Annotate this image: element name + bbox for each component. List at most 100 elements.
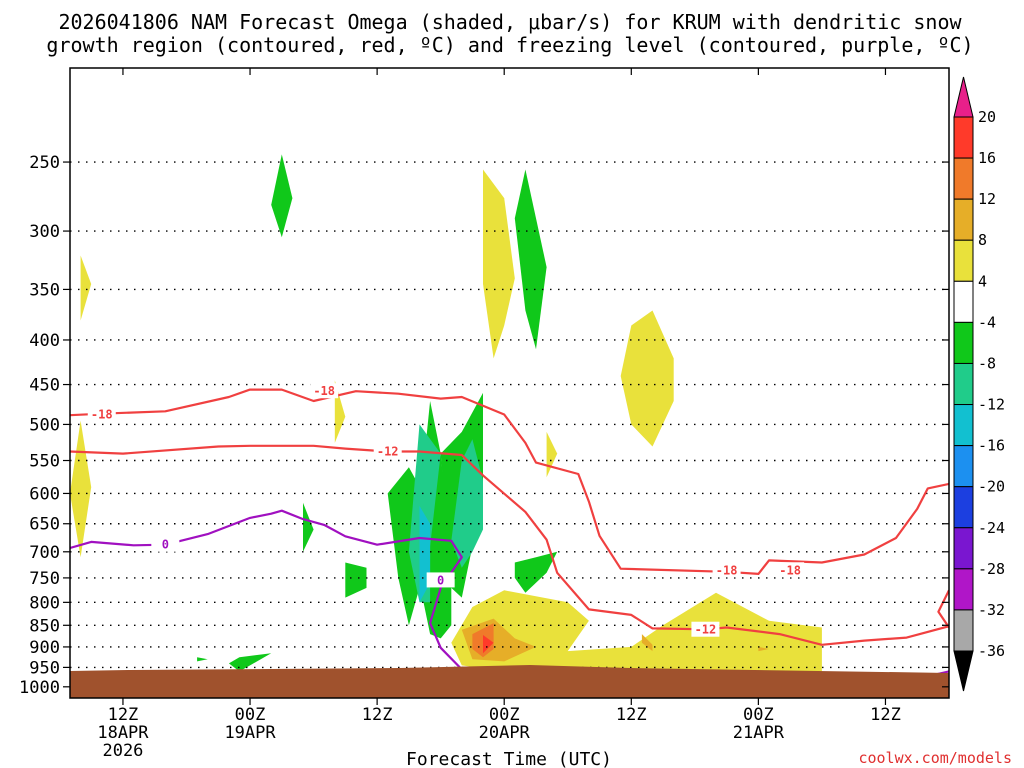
y-axis: 2503003504004505005506006507007508008509…: [19, 153, 949, 698]
omega-region-0: [271, 154, 293, 238]
omega-region-2: [514, 169, 547, 350]
omega-region-8: [303, 502, 314, 552]
contour-label-0: 0: [437, 573, 444, 587]
chart-title-line-1: 2026041806 NAM Forecast Omega (shaded, μ…: [58, 10, 962, 34]
colorbar-label: -32: [978, 601, 1005, 619]
x-tick-label: 20APR: [479, 723, 531, 743]
contour-label-bg: [776, 562, 805, 578]
y-tick-label: 800: [29, 593, 60, 613]
plot-frame: [69, 67, 950, 699]
omega-region-17: [641, 634, 653, 652]
colorbar-label: -24: [978, 519, 1005, 537]
ground-layer: [70, 665, 949, 698]
y-tick-label: 900: [29, 638, 60, 658]
omega-region-9: [345, 562, 367, 598]
y-tick-label: 350: [29, 280, 60, 300]
x-tick-label: 12Z: [616, 705, 647, 725]
x-axis-title: Forecast Time (UTC): [406, 749, 612, 768]
omega-region-13: [451, 590, 822, 678]
contour-label--18: -18: [91, 407, 113, 421]
colorbar-label: 16: [978, 149, 996, 167]
colorbar-bin: [953, 486, 974, 529]
x-tick-label: 2026: [102, 741, 143, 761]
contour-label--12: -12: [695, 623, 717, 637]
y-tick-label: 600: [29, 484, 60, 504]
x-tick-label: 12Z: [870, 705, 901, 725]
contour-label-bg: [712, 562, 741, 578]
colorbar-bin: [953, 568, 974, 611]
y-tick-label: 750: [29, 569, 60, 589]
contour-label-bg: [310, 383, 339, 399]
ground-fill: [70, 665, 949, 698]
y-tick-label: 1000: [19, 678, 60, 698]
colorbar-bin: [953, 527, 974, 570]
colorbar-bin: [953, 157, 974, 200]
y-tick-label: 850: [29, 616, 60, 636]
omega-region-11: [197, 657, 208, 662]
colorbar-label: 4: [978, 272, 987, 290]
colorbar-bottom-arrow: [953, 650, 974, 692]
credit-text: coolwx.com/models: [858, 749, 1012, 767]
omega-region-3: [80, 255, 92, 321]
contour--18-0: [70, 388, 949, 576]
y-tick-label: 400: [29, 331, 60, 351]
colorbar-bin: [953, 362, 974, 406]
x-tick-label: 12Z: [362, 705, 393, 725]
x-tick-label: 21APR: [733, 723, 785, 743]
omega-region-4: [70, 420, 92, 558]
omega-region-1: [483, 169, 515, 359]
omega-region-22: [451, 439, 483, 568]
colorbar-bin: [953, 198, 974, 241]
contour-label-bg: [691, 621, 720, 637]
contour-label-bg: [151, 536, 180, 552]
y-tick-label: 950: [29, 658, 60, 678]
omega-shading: [70, 154, 822, 678]
y-tick-label: 450: [29, 376, 60, 396]
x-tick-label: 19APR: [224, 723, 276, 743]
x-tick-label: 00Z: [743, 705, 774, 725]
contour-label-bg: [87, 406, 116, 422]
contour-label-0: 0: [162, 538, 169, 552]
contour-label--12: -12: [377, 444, 399, 458]
contour-label-bg: [373, 443, 402, 459]
contour--12-2: [70, 444, 949, 646]
contour-label--18: -18: [716, 563, 738, 577]
omega-region-23: [408, 424, 441, 603]
y-tick-label: 650: [29, 515, 60, 535]
colorbar-label: -12: [978, 396, 1005, 414]
omega-region-18: [758, 646, 769, 652]
contour--18-1: [937, 589, 949, 629]
contour-label--18: -18: [313, 384, 335, 398]
omega-region-6: [620, 310, 674, 447]
y-tick-label: 500: [29, 415, 60, 435]
x-tick-label: 00Z: [235, 705, 266, 725]
colorbar: 20 16 12 8 4 -4 -8 -12 -16 -20 -24 -28 -32 -36: [953, 76, 1005, 692]
colorbar-label: -36: [978, 642, 1005, 660]
contour-label--18: -18: [779, 563, 801, 577]
y-tick-label: 700: [29, 543, 60, 563]
colorbar-label: 12: [978, 190, 996, 208]
contour-label-bg: [426, 572, 455, 588]
colorbar-label: -16: [978, 437, 1005, 455]
colorbar-label: -20: [978, 478, 1005, 496]
contours: -18 -18 -18 -18 -12 -12 0 0: [70, 383, 949, 684]
colorbar-bin: [953, 280, 974, 323]
colorbar-bin: [953, 445, 974, 488]
omega-region-16: [483, 635, 494, 654]
x-tick-label: 00Z: [489, 705, 520, 725]
colorbar-bin: [953, 321, 974, 364]
y-tick-label: 550: [29, 452, 60, 472]
chart-title-line-2: growth region (contoured, red, ºC) and f…: [46, 33, 973, 57]
colorbar-label: -4: [978, 313, 996, 331]
colorbar-label: 20: [978, 108, 996, 126]
colorbar-bin: [953, 609, 974, 652]
omega-region-12: [514, 551, 558, 593]
colorbar-label: 8: [978, 231, 987, 249]
colorbar-bin: [953, 116, 974, 159]
colorbar-bin: [953, 239, 974, 282]
y-tick-label: 250: [29, 153, 60, 173]
y-tick-label: 300: [29, 222, 60, 242]
colorbar-label: -8: [978, 354, 996, 372]
